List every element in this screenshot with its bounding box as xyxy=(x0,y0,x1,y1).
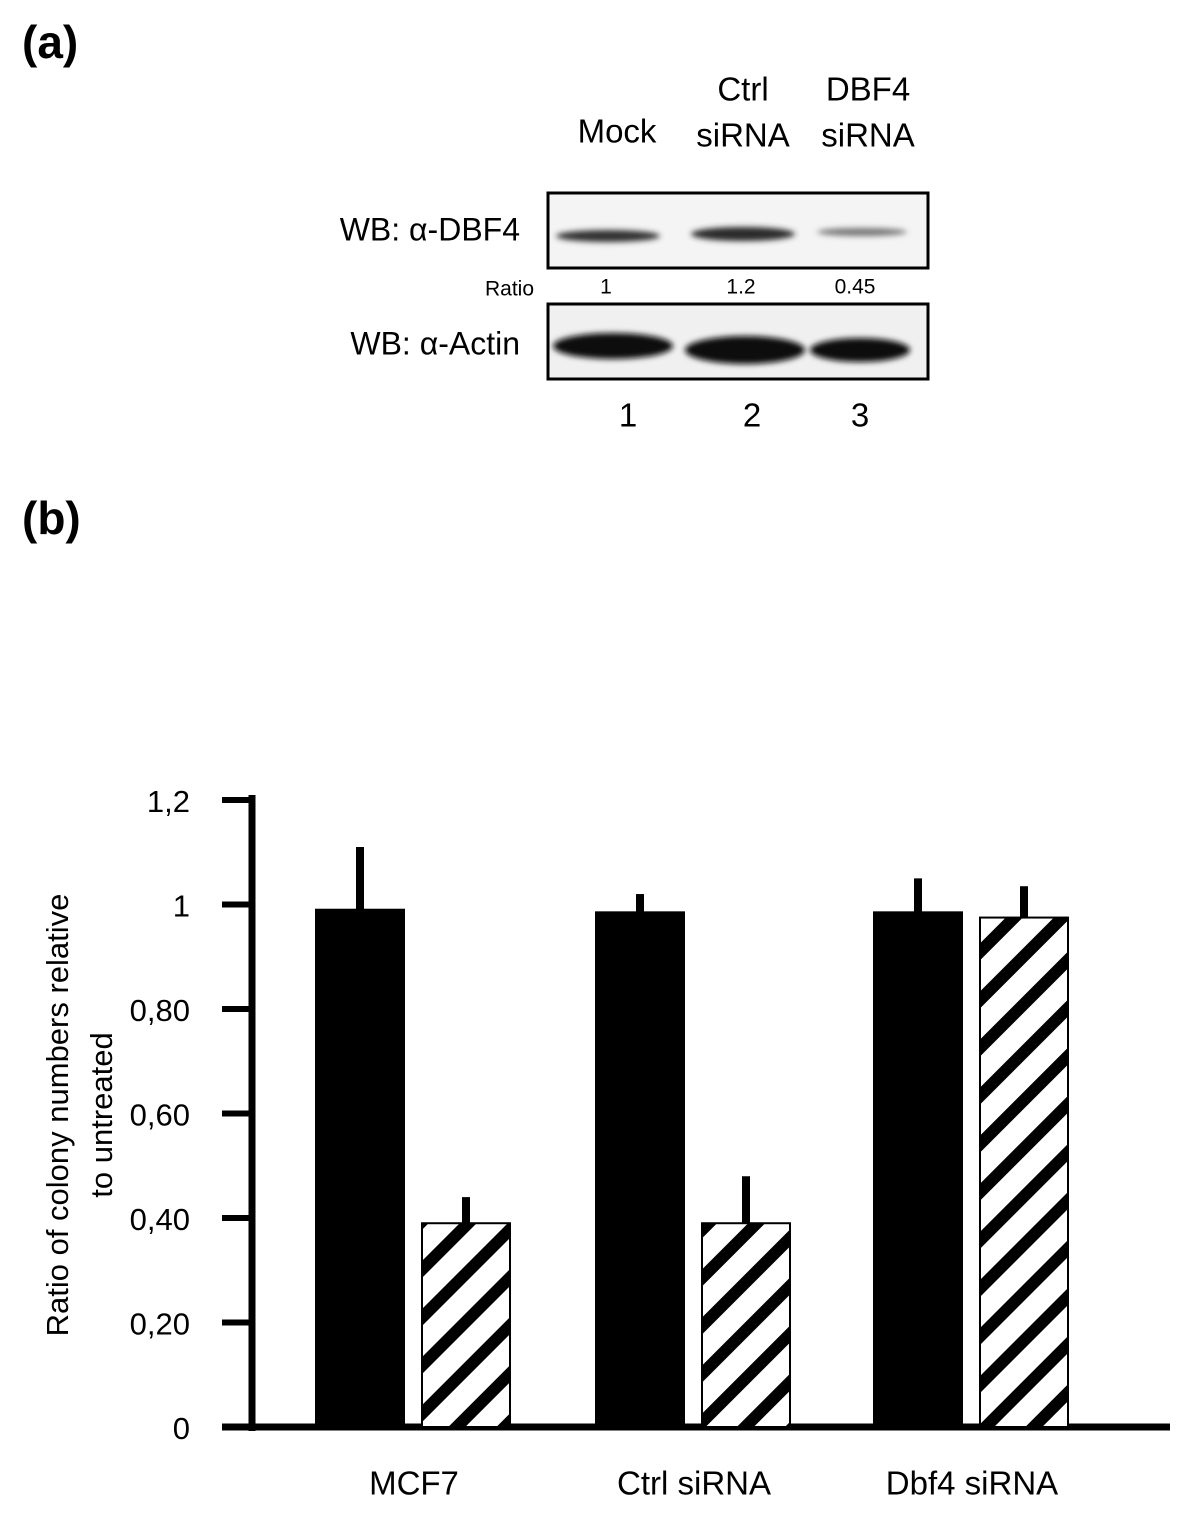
blot-label: WB: α-Actin xyxy=(350,325,520,361)
bar xyxy=(979,916,1069,1428)
lane-header: Ctrl xyxy=(717,71,768,108)
lane-header: siRNA xyxy=(696,117,790,154)
bar xyxy=(701,1222,791,1428)
x-tick-label: Ctrl siRNA xyxy=(617,1465,771,1502)
y-tick-label: 1,2 xyxy=(147,784,190,819)
lane-header: Mock xyxy=(578,113,657,150)
lane-header: DBF4 xyxy=(826,71,910,108)
y-tick-label: 0,40 xyxy=(130,1202,190,1237)
y-tick-label: 0 xyxy=(173,1411,190,1446)
y-axis-label: to untreated xyxy=(84,1032,119,1197)
lane-number: 1 xyxy=(619,397,637,434)
y-tick-label: 0,60 xyxy=(130,1098,190,1133)
blot-bands xyxy=(553,227,910,364)
ratio-value: 0.45 xyxy=(835,276,876,299)
ratio-value: 1 xyxy=(600,276,612,299)
y-axis-label: Ratio of colony numbers relative xyxy=(40,894,75,1337)
bar xyxy=(595,911,685,1428)
lane-number: 3 xyxy=(851,397,869,434)
y-tick-label: 1 xyxy=(173,889,190,924)
x-tick-label: Dbf4 siRNA xyxy=(886,1465,1058,1502)
y-tick-label: 0,80 xyxy=(130,993,190,1028)
lane-number: 2 xyxy=(743,397,761,434)
ratio-label: Ratio xyxy=(485,278,534,301)
ratio-value: 1.2 xyxy=(726,276,755,299)
panel-label: (a) xyxy=(22,16,78,68)
lane-header: siRNA xyxy=(821,117,915,154)
bar xyxy=(421,1222,511,1428)
blot-label: WB: α-DBF4 xyxy=(340,211,520,247)
x-tick-label: MCF7 xyxy=(369,1465,459,1502)
panel-label: (b) xyxy=(22,492,81,544)
panel-a: Mock Ctrl siRNA DBF4 siRNA WB: α-DBF4 WB: α-Ac… xyxy=(340,71,915,434)
bar xyxy=(315,908,405,1428)
panel-b: (b) Ratio of colony numbers relative to un… xyxy=(22,492,1170,1502)
bar xyxy=(873,911,963,1428)
y-tick-label: 0,20 xyxy=(130,1307,190,1342)
